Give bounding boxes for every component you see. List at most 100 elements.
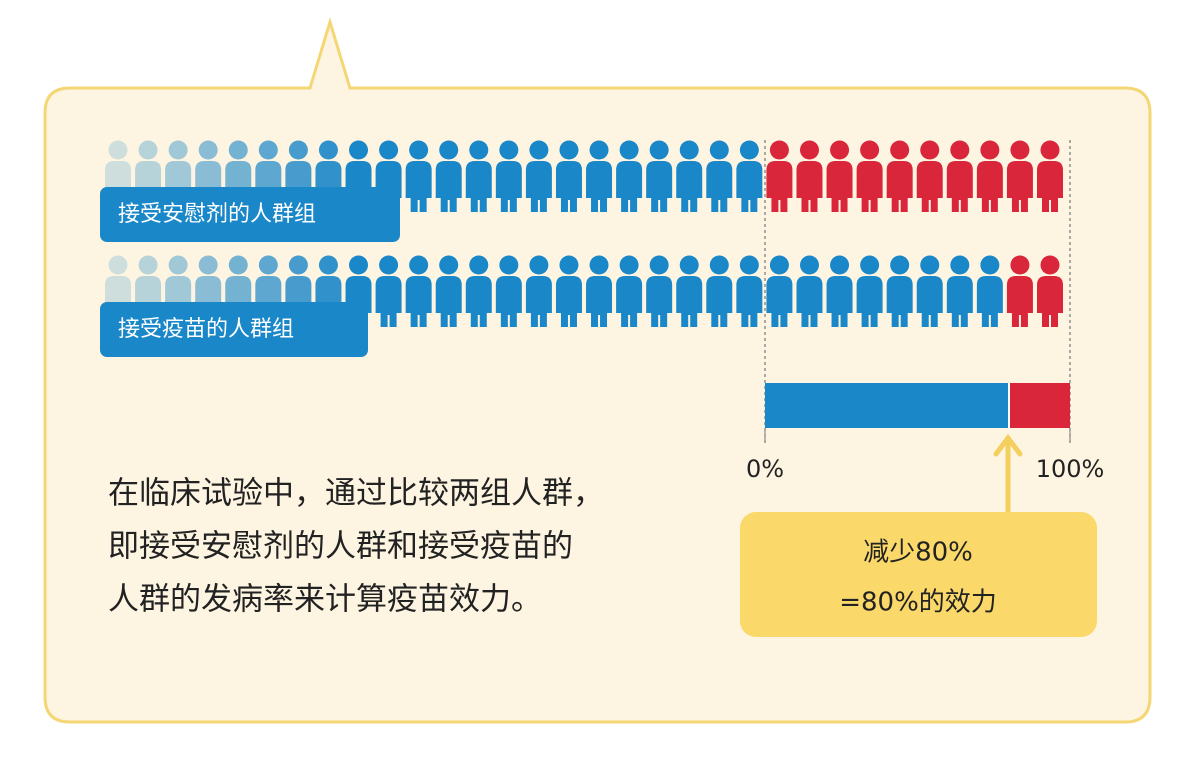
body	[435, 161, 462, 212]
person-icon	[886, 140, 913, 212]
person-icon	[766, 140, 793, 212]
body	[1006, 276, 1033, 327]
body	[405, 276, 432, 327]
person-icon	[616, 140, 643, 212]
body	[976, 161, 1003, 212]
head	[529, 140, 549, 160]
callout-box	[740, 512, 1097, 637]
head	[709, 255, 729, 275]
body	[916, 161, 943, 212]
body	[766, 276, 793, 327]
person-icon	[555, 140, 582, 212]
person-icon	[405, 255, 432, 327]
body	[495, 161, 522, 212]
person-icon	[1006, 255, 1033, 327]
tick-label: 0%	[746, 455, 784, 483]
head	[108, 140, 128, 160]
person-icon	[646, 140, 673, 212]
head	[739, 255, 759, 275]
head	[589, 140, 609, 160]
body	[646, 161, 673, 212]
person-icon	[646, 255, 673, 327]
head	[499, 255, 519, 275]
body	[1037, 161, 1063, 212]
body	[916, 276, 943, 327]
person-icon	[856, 255, 883, 327]
body	[465, 161, 492, 212]
person-icon	[736, 140, 763, 212]
body	[525, 276, 552, 327]
person-icon	[495, 255, 522, 327]
person-icon	[405, 140, 432, 212]
head	[830, 140, 850, 160]
person-icon	[435, 140, 462, 212]
head	[499, 140, 519, 160]
person-icon	[525, 140, 552, 212]
head	[679, 255, 699, 275]
person-icon	[435, 255, 462, 327]
body	[616, 276, 643, 327]
tick-label: 100%	[1036, 455, 1105, 483]
person-icon	[976, 140, 1003, 212]
bar-segment	[1009, 383, 1070, 428]
head	[379, 255, 399, 275]
head	[258, 255, 278, 275]
group-label: 接受疫苗的人群组	[118, 317, 294, 342]
head	[258, 140, 278, 160]
head	[108, 255, 128, 275]
person-icon	[916, 140, 943, 212]
head	[619, 255, 639, 275]
body	[826, 161, 853, 212]
callout-line: 减少80%	[863, 538, 973, 568]
head	[799, 140, 819, 160]
person-icon	[555, 255, 582, 327]
head	[318, 255, 338, 275]
head	[860, 140, 880, 160]
person-icon	[706, 140, 733, 212]
head	[649, 255, 669, 275]
person-icon	[676, 255, 703, 327]
person-icon	[616, 255, 643, 327]
body	[676, 161, 703, 212]
head	[559, 140, 579, 160]
person-icon	[886, 255, 913, 327]
head	[379, 140, 399, 160]
head	[589, 255, 609, 275]
body	[495, 276, 522, 327]
body	[555, 161, 582, 212]
person-icon	[586, 255, 613, 327]
head	[409, 140, 429, 160]
head	[1040, 255, 1060, 275]
body	[646, 276, 673, 327]
person-icon	[465, 255, 492, 327]
body	[465, 276, 492, 327]
head	[228, 255, 248, 275]
person-icon	[1037, 255, 1063, 327]
head	[920, 140, 940, 160]
person-icon	[826, 255, 853, 327]
head	[349, 140, 369, 160]
body	[525, 161, 552, 212]
head	[799, 255, 819, 275]
head	[168, 255, 188, 275]
head	[168, 140, 188, 160]
head	[138, 255, 158, 275]
description-line: 人群的发病率来计算疫苗效力。	[108, 582, 542, 618]
body	[946, 276, 973, 327]
head	[288, 255, 308, 275]
head	[439, 255, 459, 275]
label-box	[100, 187, 400, 242]
body	[435, 276, 462, 327]
body	[856, 276, 883, 327]
person-icon	[976, 255, 1003, 327]
body	[766, 161, 793, 212]
person-icon	[796, 255, 823, 327]
person-icon	[826, 140, 853, 212]
body	[886, 161, 913, 212]
body	[1037, 276, 1063, 327]
body	[976, 276, 1003, 327]
head	[469, 255, 489, 275]
person-icon	[736, 255, 763, 327]
